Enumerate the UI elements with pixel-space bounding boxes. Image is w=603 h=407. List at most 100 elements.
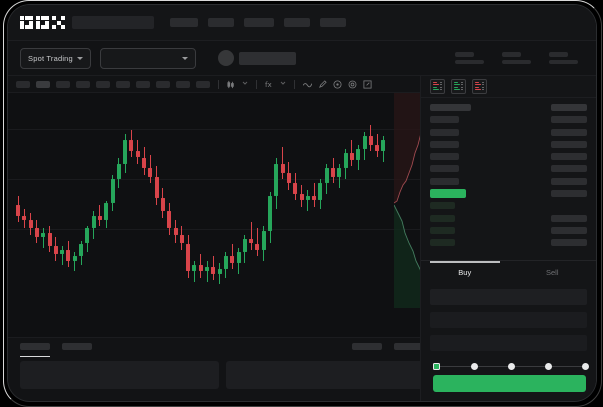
orderbook-row[interactable] bbox=[430, 201, 587, 210]
timeframe-button-3[interactable] bbox=[76, 80, 90, 88]
trading-mode-dropdown[interactable]: Spot Trading bbox=[20, 47, 91, 69]
order-side-tabs: Buy Sell bbox=[421, 260, 596, 283]
bottom-panel-tabs bbox=[8, 337, 436, 357]
bottom-tab-right-0[interactable] bbox=[352, 343, 382, 350]
okx-logo-icon[interactable] bbox=[20, 16, 65, 29]
orderbook-amount bbox=[551, 104, 587, 111]
chevron-down-icon bbox=[181, 56, 188, 60]
bottom-panels bbox=[8, 355, 436, 401]
orderbook-rows bbox=[421, 98, 596, 260]
toolbar-divider bbox=[294, 79, 295, 89]
orderbook-amount bbox=[551, 214, 587, 222]
orderbook-row[interactable] bbox=[430, 164, 587, 173]
pair-coin-avatar bbox=[217, 50, 234, 66]
line-tool-icon[interactable] bbox=[303, 80, 312, 89]
global-search-input[interactable] bbox=[72, 16, 154, 29]
fullscreen-icon[interactable] bbox=[363, 79, 372, 89]
orderbook-price bbox=[430, 140, 459, 148]
timeframe-button-5[interactable] bbox=[116, 80, 130, 88]
chevron-down-icon[interactable] bbox=[242, 80, 248, 89]
orderbook-row[interactable] bbox=[430, 140, 587, 149]
ticker-stat-label bbox=[502, 52, 521, 57]
ticker-stat-value bbox=[455, 59, 484, 64]
orderbook-price bbox=[430, 128, 459, 136]
device-frame: Spot Trading bbox=[8, 5, 596, 401]
orderbook-row[interactable] bbox=[430, 103, 587, 112]
orderbook-amount bbox=[551, 140, 587, 148]
ticker-stat-value bbox=[502, 59, 531, 64]
tab-buy[interactable]: Buy bbox=[421, 261, 509, 283]
nav-item-2[interactable] bbox=[244, 18, 274, 27]
chevron-down-icon bbox=[76, 56, 83, 60]
orderbook-price bbox=[430, 226, 455, 234]
timeframe-button-0[interactable] bbox=[16, 80, 30, 88]
orderbook-row[interactable] bbox=[430, 128, 587, 137]
settings-icon[interactable] bbox=[348, 80, 357, 89]
pencil-icon[interactable] bbox=[318, 79, 327, 89]
trading-pair-select[interactable] bbox=[99, 47, 196, 69]
orderbook-row[interactable] bbox=[430, 238, 587, 247]
nav-item-1[interactable] bbox=[208, 18, 234, 27]
orderbook-price bbox=[430, 153, 459, 161]
ticker-stat-label bbox=[549, 52, 568, 57]
orderbook-asks-icon[interactable] bbox=[472, 79, 487, 94]
toolbar-divider bbox=[256, 79, 257, 89]
orderbook-amount bbox=[551, 165, 587, 173]
amount-percent-slider[interactable] bbox=[433, 362, 589, 371]
orderbook-row[interactable] bbox=[430, 189, 587, 199]
orderbook-both-icon[interactable] bbox=[430, 79, 445, 94]
nav-item-4[interactable] bbox=[320, 18, 346, 27]
orderbook-amount bbox=[551, 116, 587, 124]
chart-gridline bbox=[8, 229, 436, 230]
timeframe-button-8[interactable] bbox=[176, 80, 190, 88]
right-sidebar: Buy Sell bbox=[420, 76, 596, 401]
orderbook-header bbox=[421, 76, 596, 98]
slider-step-25[interactable] bbox=[471, 363, 478, 370]
slider-step-100[interactable] bbox=[582, 363, 589, 370]
orderbook-price bbox=[430, 104, 471, 111]
order-price-input[interactable] bbox=[430, 312, 587, 328]
order-amount-input[interactable] bbox=[430, 335, 587, 351]
nav-item-3[interactable] bbox=[284, 18, 310, 27]
timeframe-button-1[interactable] bbox=[36, 80, 50, 88]
magnet-icon[interactable] bbox=[333, 79, 342, 89]
timeframe-button-4[interactable] bbox=[96, 80, 110, 88]
last-price-skeleton bbox=[238, 51, 296, 65]
orderbook-row[interactable] bbox=[430, 226, 587, 235]
timeframe-button-9[interactable] bbox=[196, 80, 210, 88]
slider-step-75[interactable] bbox=[545, 363, 552, 370]
chevron-down-icon[interactable] bbox=[280, 80, 286, 89]
chart-toolbar: fx bbox=[8, 76, 421, 93]
orderbook-row[interactable] bbox=[430, 115, 587, 124]
orderbook-amount bbox=[551, 190, 587, 198]
timeframe-button-7[interactable] bbox=[156, 80, 170, 88]
bottom-tab-0[interactable] bbox=[20, 343, 50, 357]
slider-step-50[interactable] bbox=[508, 363, 515, 370]
toolbar-divider bbox=[218, 79, 219, 89]
orderbook-bids-icon[interactable] bbox=[451, 79, 466, 94]
orderbook-row[interactable] bbox=[430, 214, 587, 223]
bottom-panel-1[interactable] bbox=[225, 361, 424, 389]
candlestick-chart-icon[interactable] bbox=[227, 80, 236, 89]
chart-gridline bbox=[8, 129, 436, 130]
orderbook-row[interactable] bbox=[430, 177, 587, 186]
submit-buy-button[interactable] bbox=[433, 375, 586, 392]
timeframe-button-2[interactable] bbox=[56, 80, 70, 88]
slider-handle[interactable] bbox=[433, 363, 440, 370]
nav-item-0[interactable] bbox=[170, 18, 198, 27]
chart-gridline bbox=[8, 179, 436, 180]
bottom-tab-right-1[interactable] bbox=[394, 343, 424, 350]
price-chart[interactable] bbox=[8, 93, 436, 337]
ticker-stat-0 bbox=[455, 52, 484, 64]
bottom-tab-1[interactable] bbox=[62, 343, 92, 350]
tab-sell[interactable]: Sell bbox=[545, 267, 559, 277]
orderbook-price bbox=[430, 214, 455, 222]
order-type-select[interactable] bbox=[430, 289, 587, 305]
orderbook-row[interactable] bbox=[430, 152, 587, 161]
indicator-icon[interactable]: fx bbox=[265, 80, 274, 89]
timeframe-button-6[interactable] bbox=[136, 80, 150, 88]
orderbook-price bbox=[430, 116, 459, 124]
orderbook-amount bbox=[551, 239, 587, 247]
bottom-panel-0[interactable] bbox=[20, 361, 219, 389]
